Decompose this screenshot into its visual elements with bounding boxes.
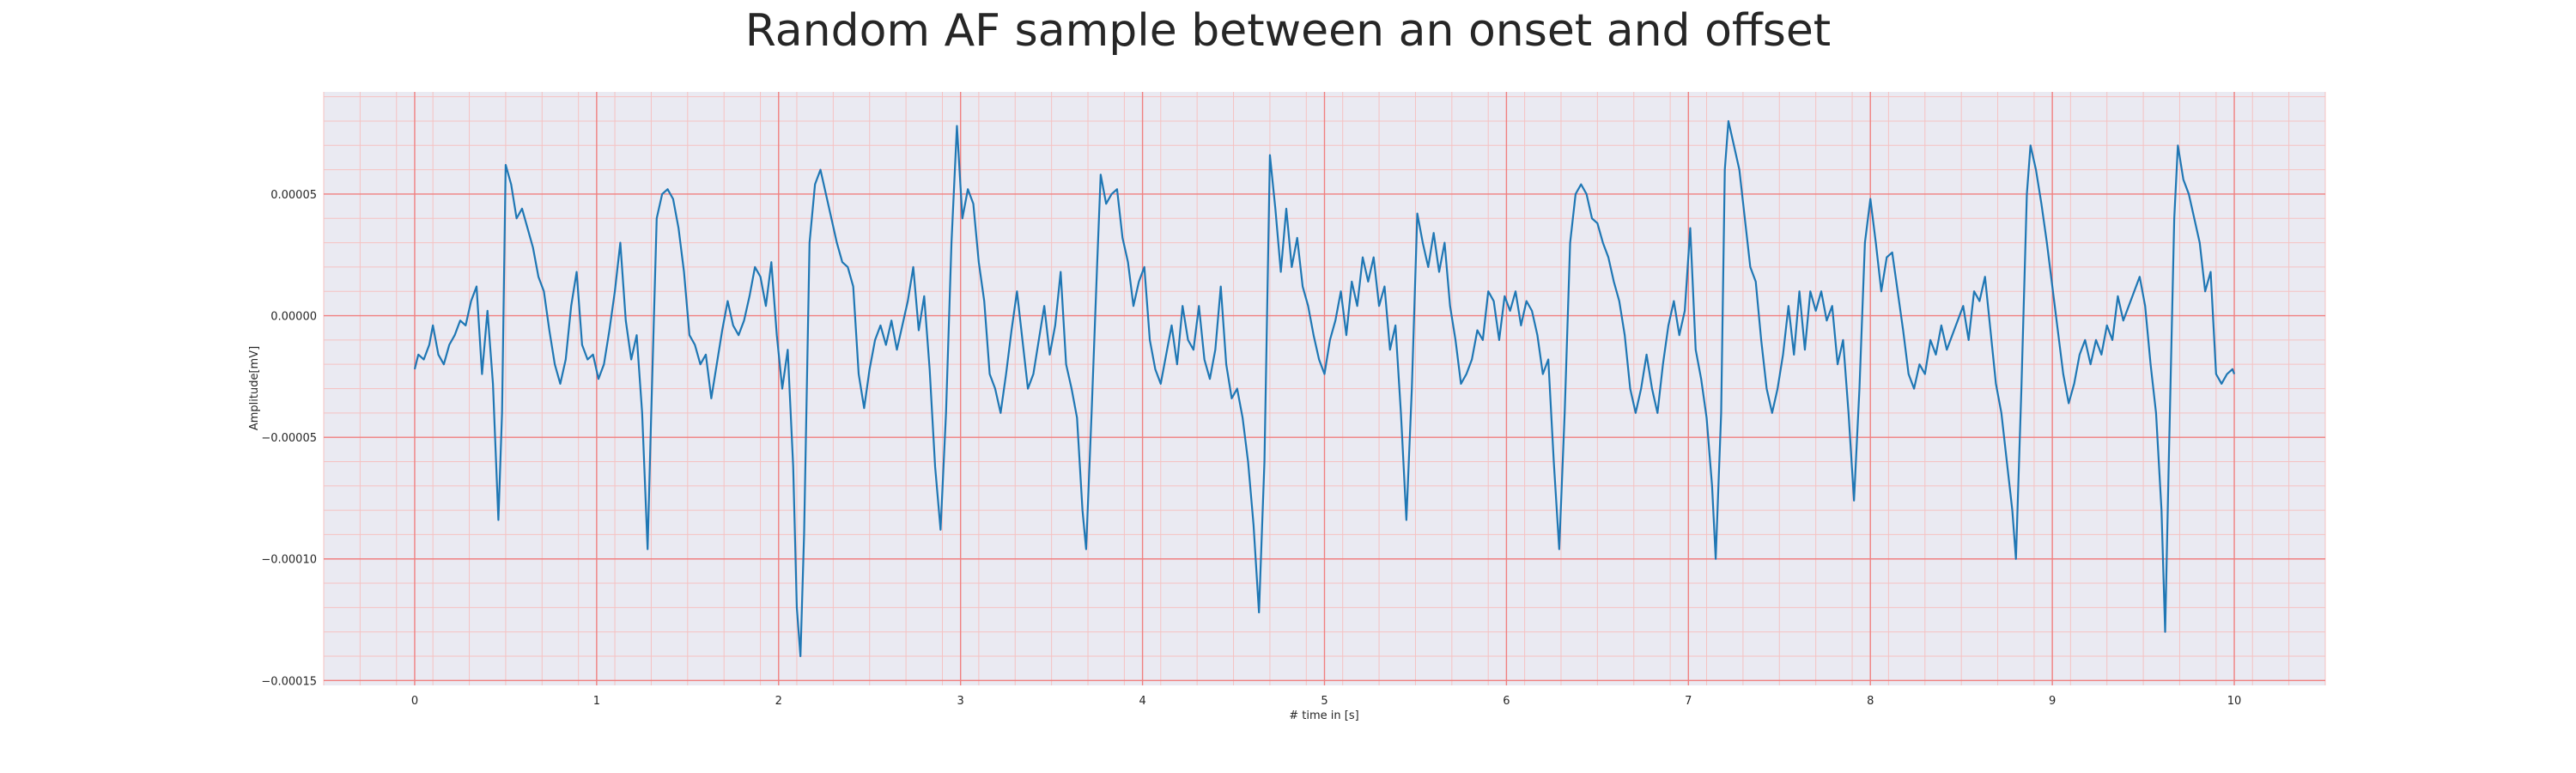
x-axis: 0 1 2 3 4 5 6 7 8 9 10 bbox=[411, 695, 2242, 708]
x-tick-label: 5 bbox=[1321, 695, 1327, 708]
x-tick-label: 8 bbox=[1867, 695, 1874, 708]
x-tick-label: 4 bbox=[1139, 695, 1145, 708]
x-tick-label: 10 bbox=[2227, 695, 2242, 708]
x-tick-label: 9 bbox=[2049, 695, 2056, 708]
y-axis-label: Amplitude[mV] bbox=[248, 346, 261, 430]
major-grid bbox=[324, 92, 2325, 685]
x-axis-label: # time in [s] bbox=[1289, 709, 1358, 722]
x-tick-label: 0 bbox=[411, 695, 418, 708]
x-tick-label: 6 bbox=[1503, 695, 1510, 708]
chart-title: Random AF sample between an onset and of… bbox=[745, 5, 1831, 57]
y-axis: −0.00015 −0.00010 −0.00005 0.00000 0.00005 bbox=[261, 189, 317, 688]
x-tick-label: 1 bbox=[593, 695, 600, 708]
y-tick-label: 0.00000 bbox=[270, 311, 317, 324]
series-line bbox=[413, 119, 2236, 658]
y-tick-label: −0.00010 bbox=[261, 554, 317, 567]
x-tick-label: 2 bbox=[775, 695, 782, 708]
y-tick-label: 0.00005 bbox=[270, 189, 317, 202]
y-tick-label: −0.00015 bbox=[261, 675, 317, 688]
x-tick-label: 7 bbox=[1685, 695, 1692, 708]
y-tick-label: −0.00005 bbox=[261, 432, 317, 445]
x-tick-label: 3 bbox=[957, 695, 964, 708]
